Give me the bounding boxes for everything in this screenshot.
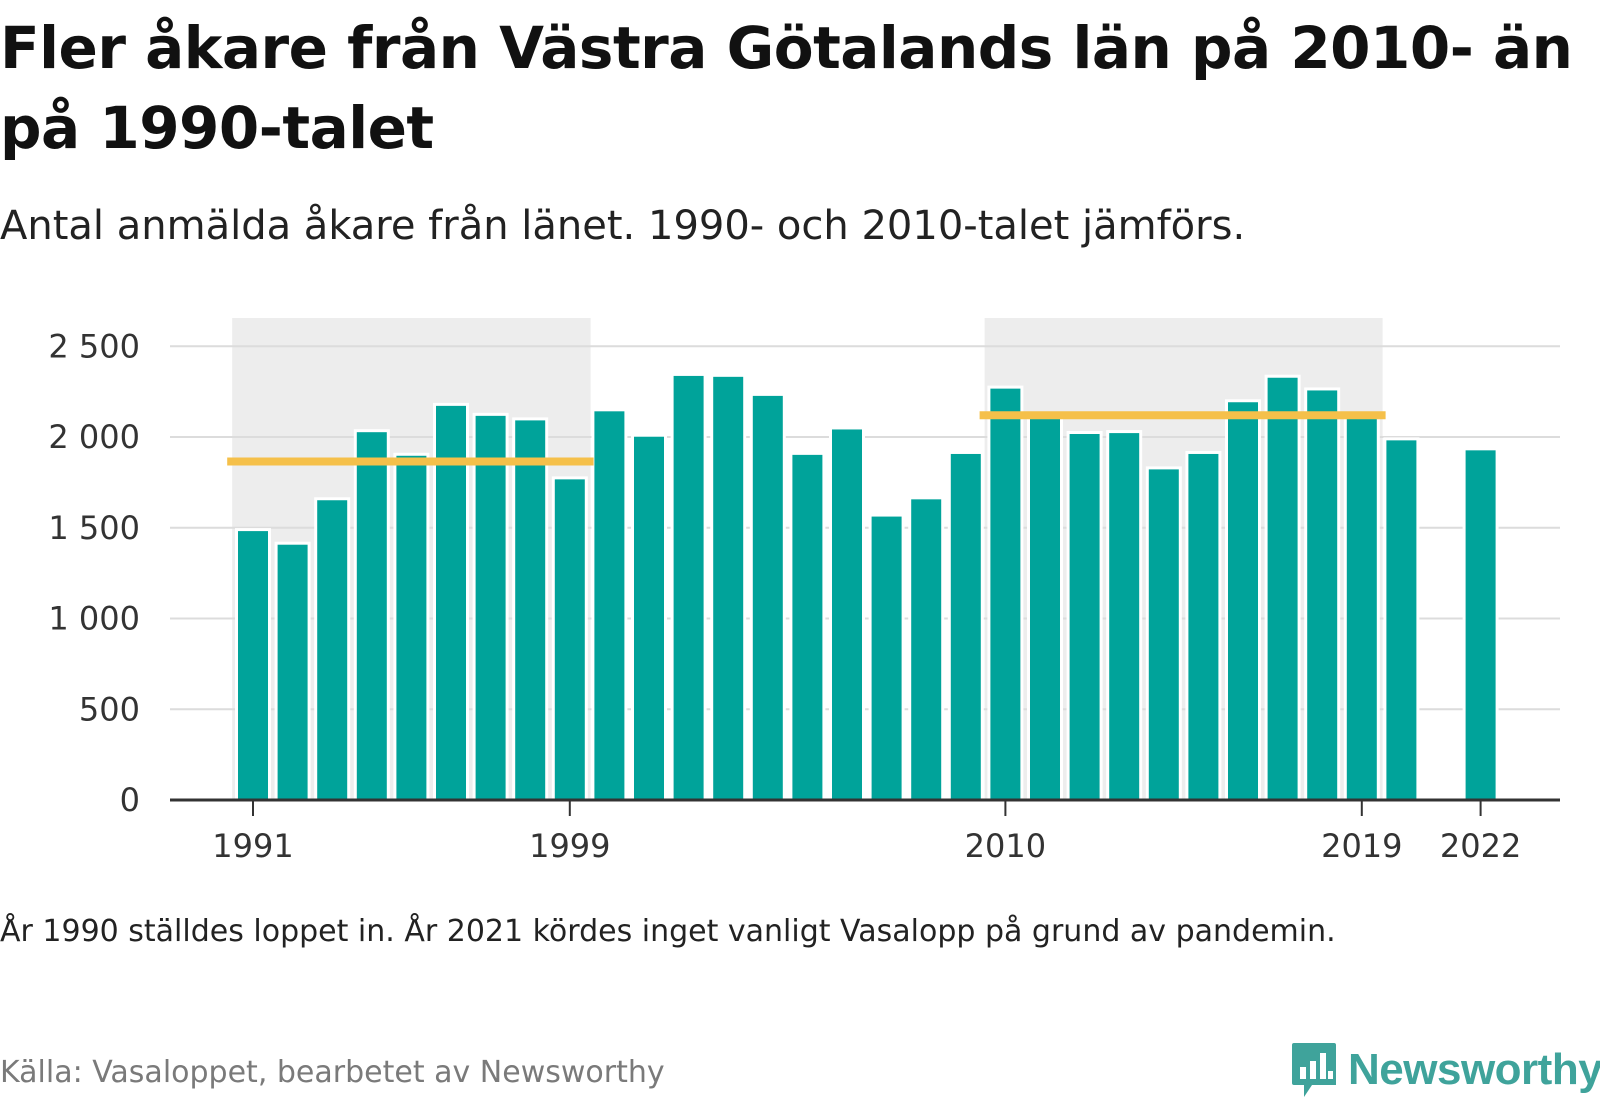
bar-2004	[749, 392, 786, 802]
y-tick-label-2500: 2 500	[48, 327, 140, 365]
bar-1993	[314, 497, 351, 802]
source-text: Källa: Vasaloppet, bearbetet av Newswort…	[0, 1055, 665, 1090]
bar-2019	[1343, 412, 1380, 802]
y-tick-label-0: 0	[120, 781, 140, 819]
y-tick-label-1000: 1 000	[48, 600, 140, 638]
chart-subtitle: Antal anmälda åkare från länet. 1990- oc…	[0, 203, 1246, 249]
bar-2002	[670, 372, 707, 802]
footnote: År 1990 ställdes loppet in. År 2021 körd…	[0, 914, 1336, 949]
bar-2003	[710, 373, 747, 802]
x-tick-label-2022: 2022	[1440, 827, 1521, 865]
bar-chart: 0 500 1 000 1 500 2 000 2 500 1991 1999 2010 201…	[48, 318, 1560, 865]
bar-1996	[433, 402, 469, 802]
chart-title: Fler åkare från Västra Götalands län på …	[0, 14, 1573, 162]
x-tick-label-2019: 2019	[1321, 827, 1402, 865]
bar-1998	[512, 417, 549, 802]
bar-2010	[987, 385, 1024, 802]
newsworthy-logo: Newsworthy	[1290, 1038, 1600, 1102]
average-lines	[227, 411, 1386, 466]
bar-2009	[947, 450, 984, 802]
bar-2015	[1185, 450, 1222, 802]
bars	[235, 372, 1499, 802]
y-tick-label-2000: 2 000	[48, 418, 140, 456]
x-tick-label-1999: 1999	[529, 827, 610, 865]
bar-2007	[868, 513, 905, 802]
newsworthy-logo-icon	[1292, 1043, 1336, 1097]
x-tick-label-2010: 2010	[965, 827, 1046, 865]
bar-2020	[1383, 437, 1420, 802]
bar-2008	[908, 496, 945, 802]
bar-2022	[1462, 447, 1499, 802]
bar-1991	[235, 528, 271, 802]
bar-2011	[1027, 414, 1063, 802]
logo-text: Newsworthy	[1348, 1045, 1600, 1094]
bar-2001	[631, 433, 667, 802]
y-tick-label-1500: 1 500	[48, 509, 140, 547]
bar-2017	[1264, 374, 1301, 802]
bar-2012	[1066, 431, 1103, 802]
x-axis-ticks: 1991 1999 2010 2019 2022	[212, 800, 1521, 865]
bar-2014	[1145, 466, 1182, 802]
bar-2000	[591, 408, 628, 802]
bar-1997	[472, 412, 509, 802]
bar-1994	[353, 429, 390, 802]
bar-2018	[1304, 387, 1341, 802]
bar-1995	[393, 452, 430, 802]
bar-2016	[1225, 399, 1261, 802]
y-axis-labels: 0 500 1 000 1 500 2 000 2 500	[48, 327, 140, 819]
bar-2006	[829, 426, 865, 802]
x-tick-label-1991: 1991	[212, 827, 293, 865]
y-tick-label-500: 500	[79, 690, 140, 728]
bar-1992	[274, 541, 311, 802]
bar-2005	[789, 451, 826, 802]
bar-1999	[551, 476, 588, 802]
bar-2013	[1106, 430, 1143, 802]
